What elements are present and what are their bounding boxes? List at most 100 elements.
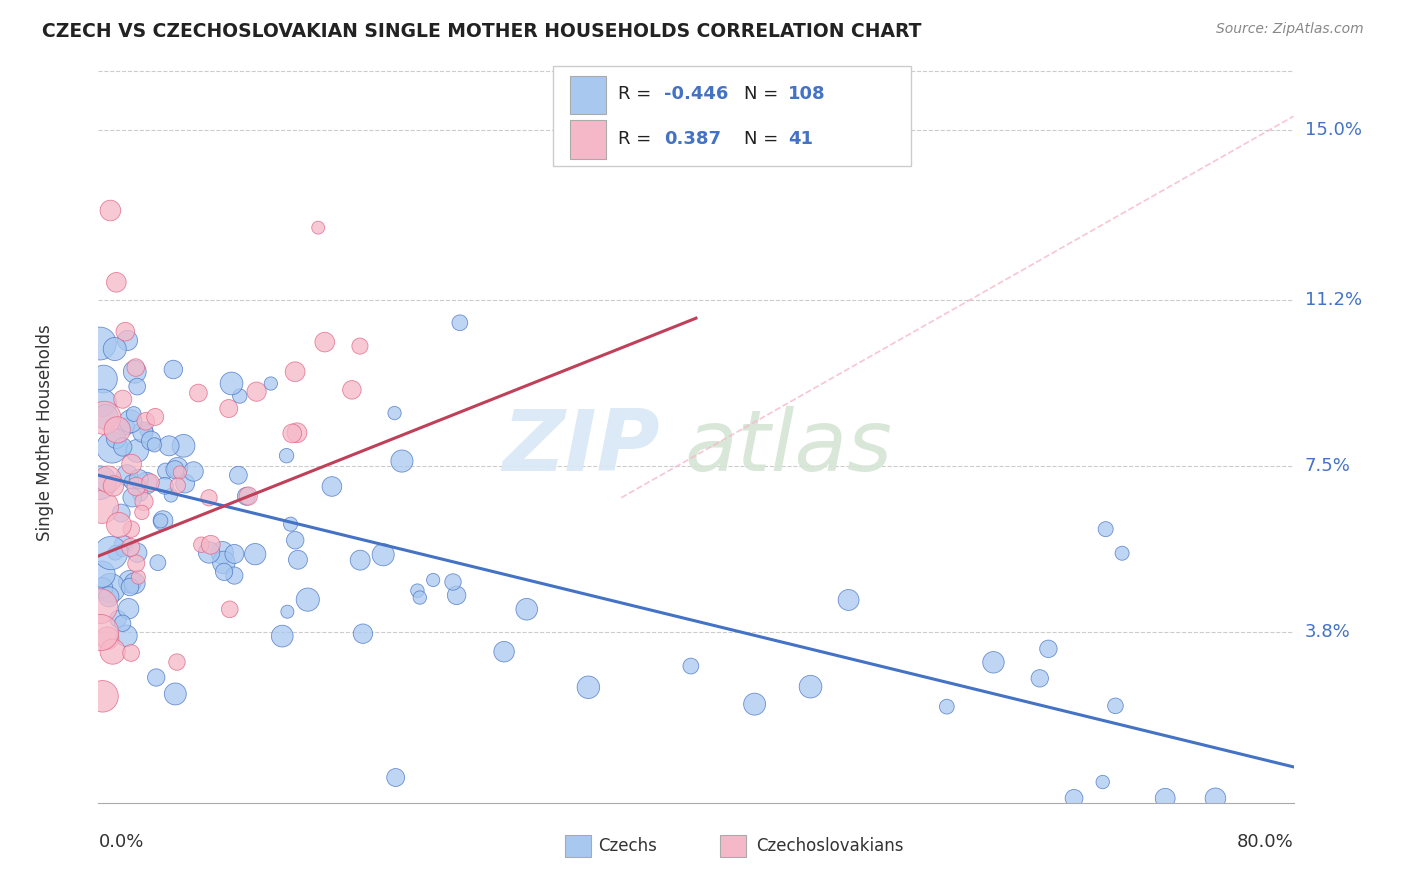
Text: 80.0%: 80.0%: [1237, 833, 1294, 851]
Point: [1154, 791, 1177, 805]
Text: -0.446: -0.446: [664, 86, 728, 103]
Point: [285, 425, 308, 440]
Point: [121, 491, 143, 505]
Point: [120, 646, 142, 660]
Point: [89, 599, 111, 614]
Point: [1038, 641, 1060, 656]
Point: [152, 514, 174, 528]
Point: [96, 631, 118, 645]
Point: [120, 541, 142, 555]
Point: [297, 592, 319, 607]
Point: [516, 602, 538, 616]
Point: [129, 486, 152, 500]
Point: [173, 439, 195, 453]
Point: [321, 479, 343, 493]
Point: [245, 547, 267, 561]
Point: [212, 556, 235, 570]
Point: [165, 687, 187, 701]
Point: [105, 275, 128, 289]
Point: [287, 552, 309, 566]
Point: [131, 505, 153, 519]
Text: 15.0%: 15.0%: [1305, 120, 1361, 139]
Point: [576, 680, 599, 694]
Text: 3.8%: 3.8%: [1305, 624, 1350, 641]
Text: N =: N =: [744, 129, 783, 148]
Text: 108: 108: [787, 86, 825, 103]
Point: [145, 671, 167, 685]
Text: Czechs: Czechs: [598, 837, 657, 855]
Point: [153, 479, 176, 493]
Text: Source: ZipAtlas.com: Source: ZipAtlas.com: [1216, 22, 1364, 37]
Point: [441, 574, 464, 589]
Point: [101, 644, 124, 658]
Point: [121, 457, 143, 471]
Point: [155, 464, 177, 478]
Point: [406, 583, 429, 598]
Point: [122, 407, 145, 421]
Point: [91, 690, 114, 704]
Bar: [565, 835, 591, 857]
Point: [120, 475, 142, 490]
Point: [238, 489, 260, 503]
Point: [110, 506, 132, 520]
Point: [162, 362, 184, 376]
Text: 0.0%: 0.0%: [98, 833, 143, 851]
Point: [284, 365, 307, 379]
Point: [169, 466, 191, 480]
Point: [105, 432, 128, 446]
Point: [108, 517, 131, 532]
Text: ZIP: ZIP: [502, 406, 661, 489]
Point: [135, 414, 157, 428]
Point: [198, 491, 221, 505]
Point: [91, 396, 114, 410]
Point: [89, 336, 111, 351]
Point: [120, 522, 142, 536]
Point: [91, 500, 114, 514]
Point: [1063, 791, 1085, 805]
Bar: [571, 120, 606, 159]
Point: [135, 424, 157, 438]
Point: [384, 406, 406, 420]
Point: [101, 441, 124, 455]
Point: [340, 383, 363, 397]
Point: [349, 339, 371, 353]
Point: [111, 392, 134, 407]
Point: [391, 454, 413, 468]
Point: [118, 574, 141, 589]
Point: [1111, 546, 1133, 560]
Point: [1029, 671, 1052, 685]
Point: [127, 570, 149, 584]
Point: [284, 533, 307, 548]
Point: [935, 699, 957, 714]
Point: [127, 546, 149, 560]
Point: [349, 553, 371, 567]
Point: [446, 588, 468, 602]
Point: [125, 479, 148, 493]
Point: [128, 472, 150, 486]
Point: [115, 468, 138, 483]
Point: [120, 414, 142, 428]
Point: [139, 434, 162, 448]
Point: [93, 372, 115, 386]
Point: [352, 626, 374, 640]
Point: [744, 697, 766, 711]
Point: [212, 565, 235, 579]
Point: [245, 384, 267, 399]
Point: [97, 472, 120, 486]
Point: [125, 557, 148, 571]
Point: [190, 538, 212, 552]
Point: [117, 334, 139, 348]
Point: [422, 573, 444, 587]
Point: [679, 659, 702, 673]
Point: [89, 475, 111, 490]
Point: [271, 629, 294, 643]
Point: [307, 220, 329, 235]
Text: 11.2%: 11.2%: [1305, 292, 1362, 310]
Point: [314, 335, 336, 350]
Bar: [720, 835, 747, 857]
Text: CZECH VS CZECHOSLOVAKIAN SINGLE MOTHER HOUSEHOLDS CORRELATION CHART: CZECH VS CZECHOSLOVAKIAN SINGLE MOTHER H…: [42, 22, 922, 41]
Point: [104, 342, 127, 356]
Point: [111, 543, 134, 558]
Point: [124, 365, 146, 379]
Point: [983, 655, 1005, 669]
